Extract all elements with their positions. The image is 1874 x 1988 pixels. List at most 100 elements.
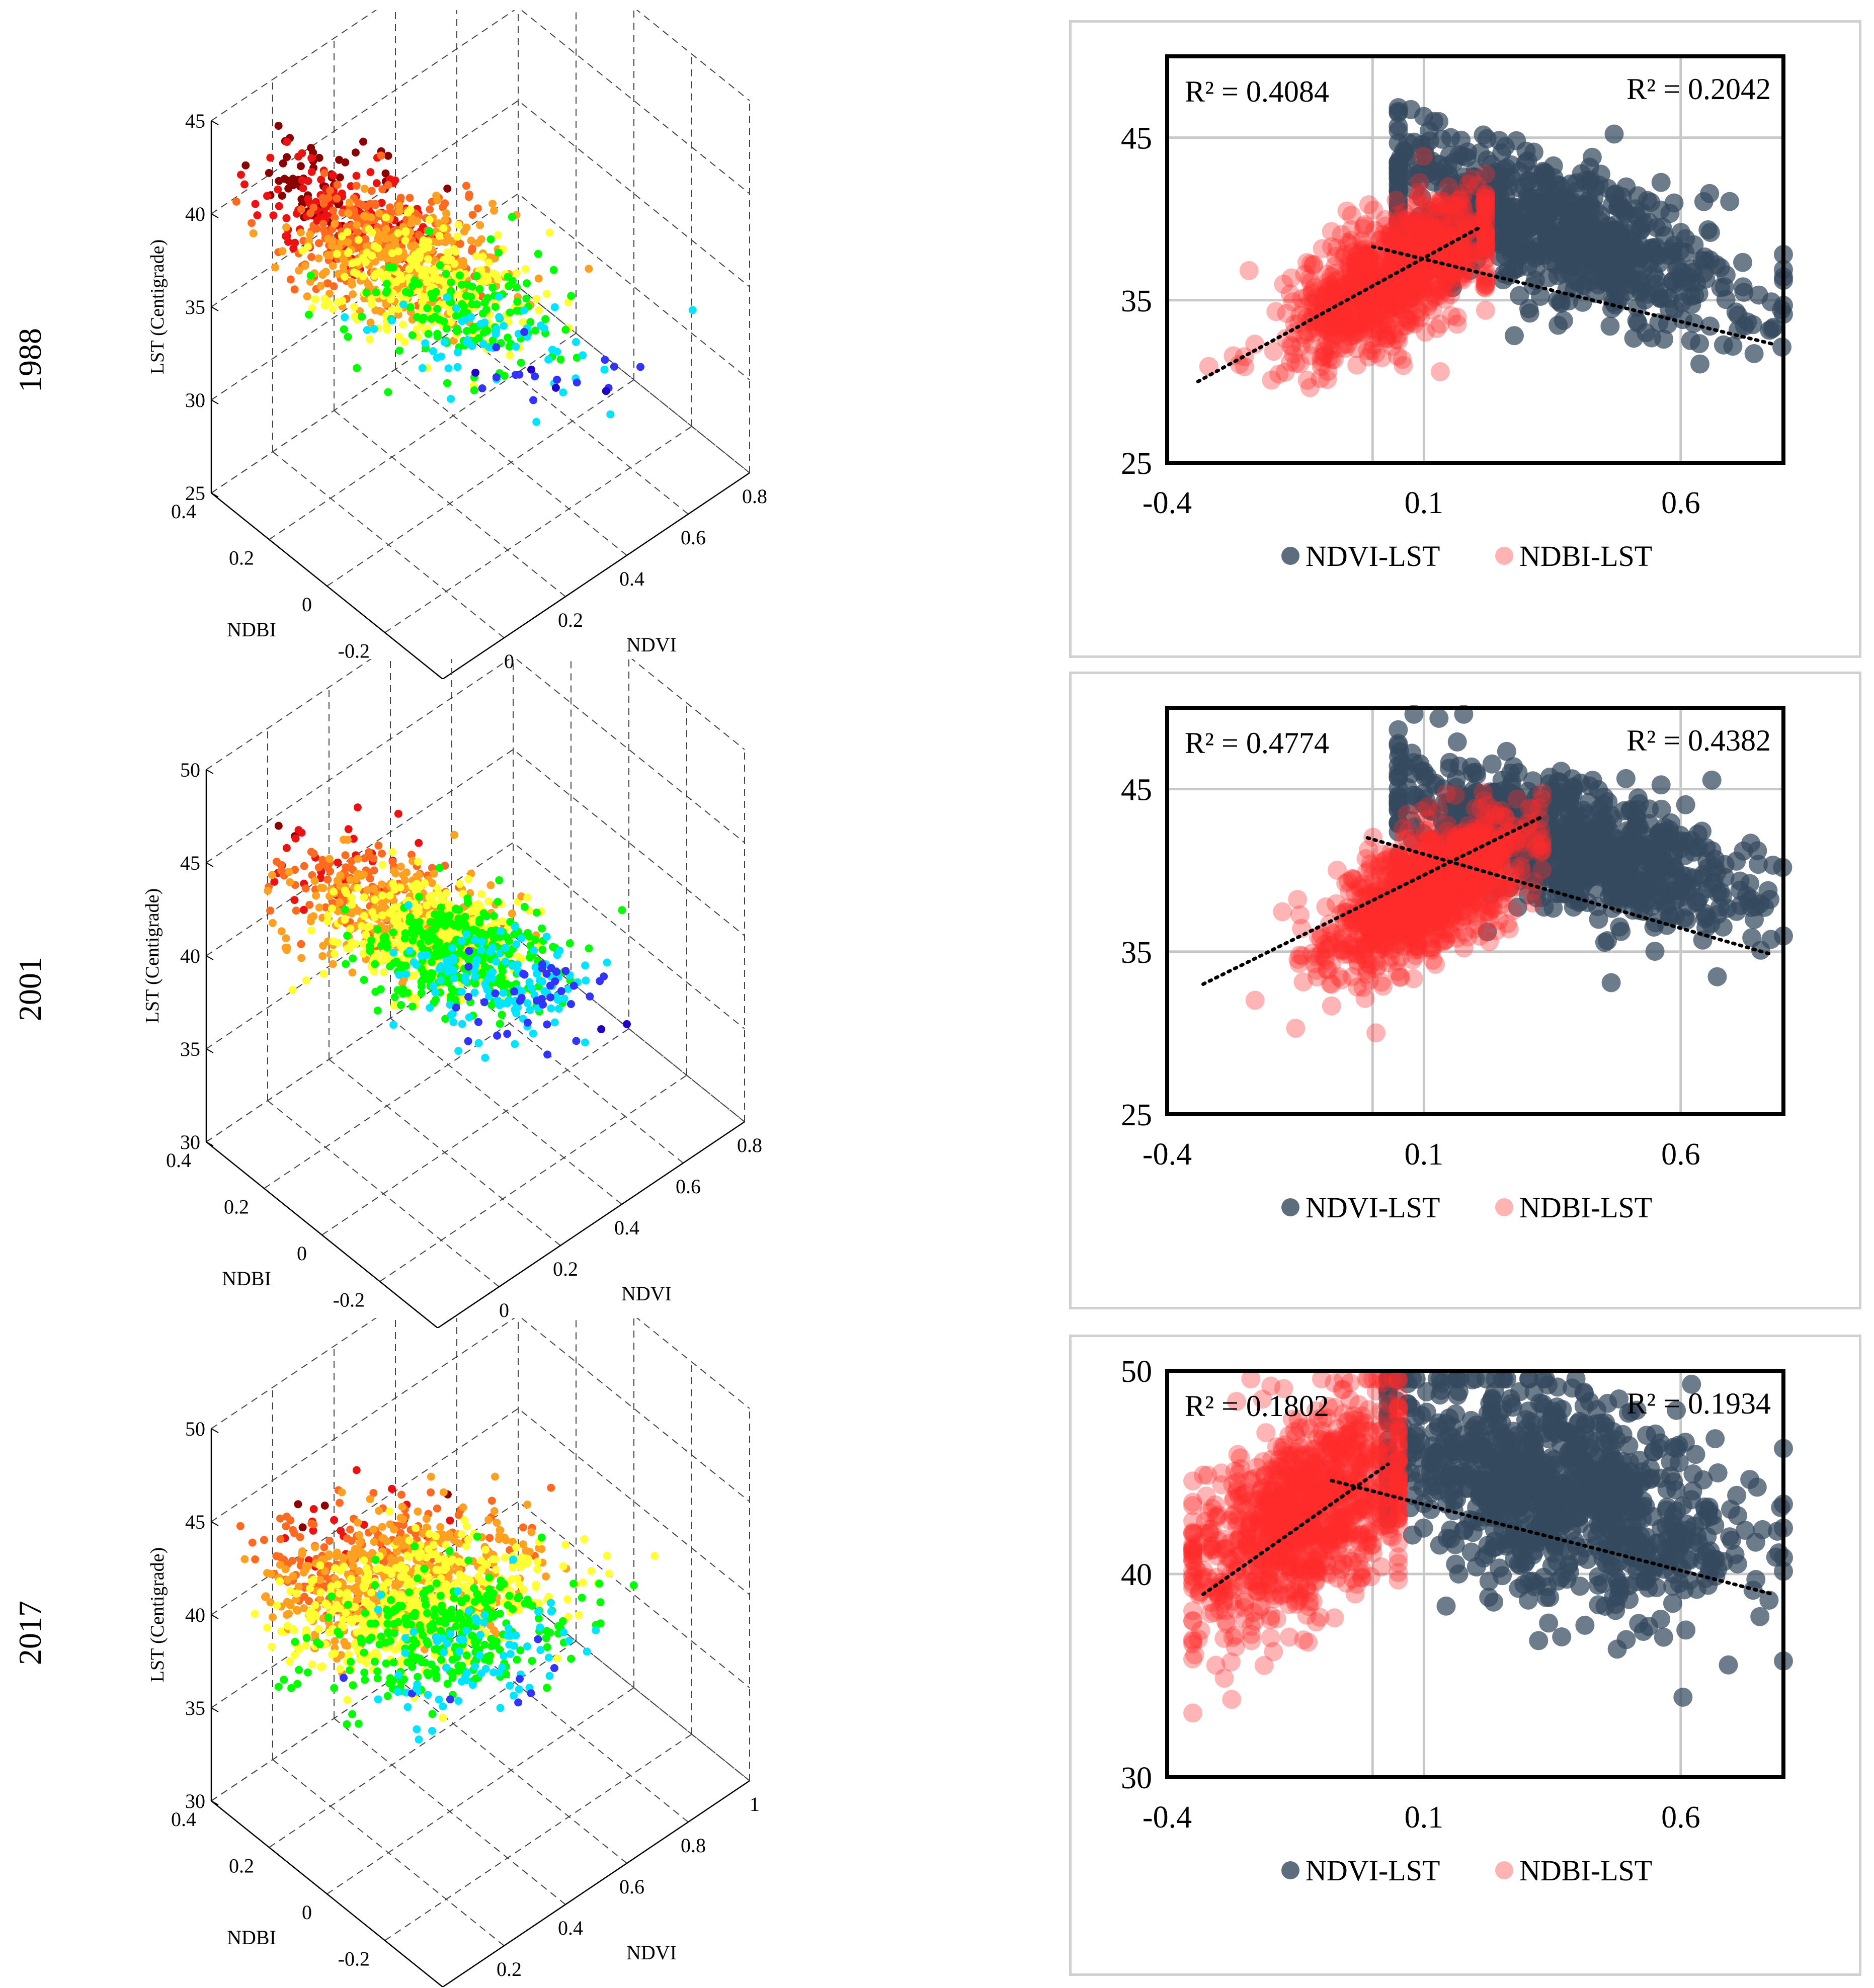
data-point xyxy=(397,275,405,284)
data-point xyxy=(572,1037,581,1045)
data-point xyxy=(286,878,294,886)
data-point xyxy=(492,271,501,279)
data-point xyxy=(291,1637,299,1646)
data-point xyxy=(288,1556,296,1565)
data-point xyxy=(542,290,551,298)
data-point xyxy=(431,919,439,927)
data-point xyxy=(376,985,385,993)
data-point xyxy=(334,270,343,278)
data-point xyxy=(534,250,542,258)
ndvi-axis-title: NDVI xyxy=(626,1941,677,1964)
data-point xyxy=(401,1634,410,1642)
data-point xyxy=(447,1011,455,1019)
ndvi-lst-point xyxy=(1664,193,1684,213)
data-point xyxy=(338,1488,346,1497)
ndbi-lst-point xyxy=(1315,287,1334,307)
data-point xyxy=(341,916,349,924)
data-point xyxy=(299,905,308,914)
wall-grid-h xyxy=(206,935,745,1142)
ndbi-lst-point xyxy=(1299,269,1319,289)
data-point xyxy=(423,1609,432,1617)
data-point xyxy=(284,237,292,246)
data-point xyxy=(369,1488,378,1497)
data-point xyxy=(516,1646,525,1654)
ndbi-axis-title: NDBI xyxy=(227,618,276,641)
data-point xyxy=(401,227,410,235)
floor-grid-ndbi xyxy=(264,981,572,1189)
data-point xyxy=(499,988,508,997)
data-point xyxy=(371,1556,380,1564)
data-point xyxy=(341,886,349,895)
data-point xyxy=(448,1555,457,1564)
data-point xyxy=(342,1609,350,1617)
lst-tick xyxy=(211,1707,219,1712)
data-point xyxy=(488,968,497,976)
ndbi-lst-point xyxy=(1396,224,1416,243)
data-point xyxy=(499,917,507,926)
data-point xyxy=(307,926,315,935)
data-point xyxy=(352,182,361,190)
data-point xyxy=(506,1632,515,1640)
lst-tick-label: 40 xyxy=(185,1604,205,1626)
data-point xyxy=(253,211,262,219)
data-point xyxy=(491,303,500,311)
data-point xyxy=(424,255,432,264)
data-point xyxy=(268,871,276,879)
data-point xyxy=(428,879,436,887)
data-point xyxy=(377,1632,385,1641)
data-point xyxy=(502,933,511,941)
data-point xyxy=(396,862,405,871)
data-point xyxy=(603,1551,611,1560)
wall-grid-h xyxy=(206,659,745,770)
data-point xyxy=(296,162,305,171)
data-point xyxy=(564,1613,573,1621)
data-point xyxy=(501,957,510,966)
data-point xyxy=(492,1565,500,1574)
data-point xyxy=(477,235,485,243)
data-point xyxy=(500,1580,508,1588)
data-point xyxy=(302,1562,310,1570)
data-point xyxy=(384,1566,393,1575)
data-point xyxy=(480,998,488,1007)
data-point xyxy=(376,1591,385,1599)
data-point xyxy=(426,1585,435,1593)
data-point xyxy=(602,387,610,395)
data-point xyxy=(381,169,390,178)
data-point xyxy=(371,1619,379,1628)
lst-tick-label: 45 xyxy=(185,1511,205,1533)
data-point xyxy=(457,937,466,945)
data-point xyxy=(523,279,531,288)
data-point xyxy=(418,292,426,301)
data-point xyxy=(415,247,423,256)
data-point xyxy=(298,246,307,255)
ndbi-lst-point xyxy=(1408,187,1428,207)
ndbi-lst-point xyxy=(1358,246,1377,266)
data-point xyxy=(301,262,309,270)
data-point xyxy=(543,1020,551,1029)
data-point xyxy=(469,916,477,925)
data-point xyxy=(329,887,338,896)
data-point xyxy=(318,952,327,960)
data-point xyxy=(452,304,460,312)
data-point xyxy=(429,1620,437,1628)
ndvi-lst-point xyxy=(1412,188,1431,207)
data-point xyxy=(282,223,290,231)
data-point xyxy=(435,911,443,920)
data-point xyxy=(349,954,357,963)
data-point xyxy=(550,303,559,311)
ndbi-lst-point xyxy=(1387,191,1406,210)
data-point xyxy=(437,903,445,912)
data-point xyxy=(527,365,535,374)
data-point xyxy=(337,1651,345,1659)
data-point xyxy=(558,1617,567,1625)
data-point xyxy=(344,1601,352,1609)
ndbi-lst-point xyxy=(1394,293,1413,312)
data-point xyxy=(289,175,297,183)
data-point xyxy=(395,333,403,341)
data-point xyxy=(586,992,594,1001)
data-point xyxy=(636,363,644,371)
ndvi-lst-point xyxy=(1412,159,1431,179)
wall-grid-h xyxy=(211,193,750,400)
ndbi-tick-label: -0.2 xyxy=(333,1289,365,1311)
data-point xyxy=(559,1562,567,1570)
